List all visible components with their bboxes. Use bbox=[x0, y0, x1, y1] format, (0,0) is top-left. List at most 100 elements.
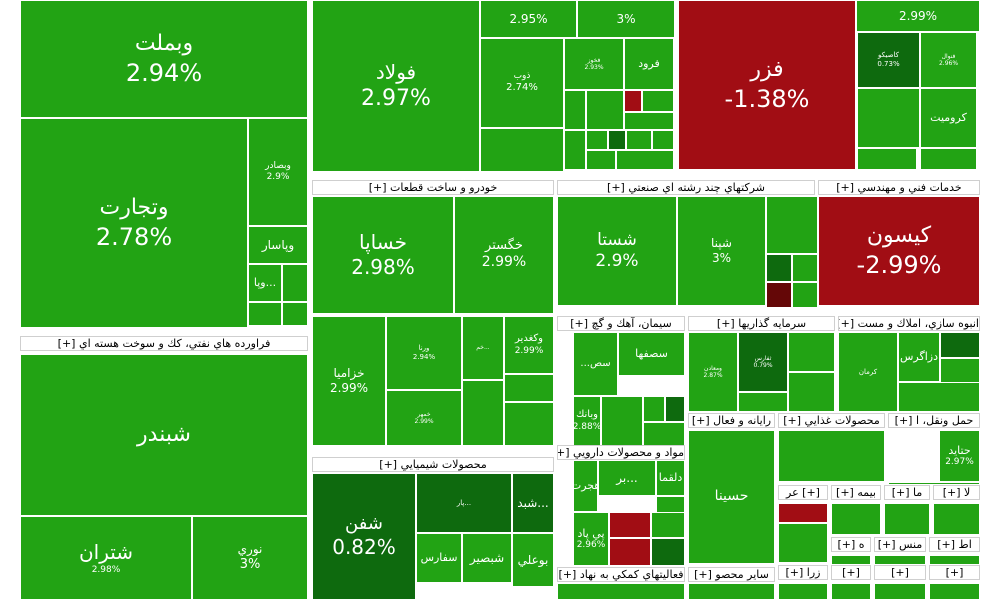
treemap-tile[interactable]: حتايد 2.97% bbox=[939, 430, 980, 482]
sector-header[interactable]: محصولات غذايي [+] bbox=[778, 413, 885, 428]
treemap-tile[interactable]: ومعادن 2.87% bbox=[688, 332, 738, 412]
tile-symbol: ...پار bbox=[456, 498, 472, 507]
sector-header[interactable]: لا [+] bbox=[933, 485, 980, 500]
sector-header[interactable]: [+] bbox=[874, 565, 926, 580]
sector-header[interactable]: سرمايه گذاريها [+] bbox=[688, 316, 835, 331]
treemap-tile[interactable]: شستا 2.9% bbox=[557, 196, 677, 306]
treemap-tile[interactable]: شبندر bbox=[20, 354, 308, 516]
sector-header[interactable]: شركتهاي چند رشته اي صنعتي [+] bbox=[557, 180, 815, 195]
treemap-tile[interactable]: هجرت bbox=[573, 460, 598, 512]
treemap-tile[interactable]: ...شبد bbox=[512, 473, 554, 533]
tile-change: 2.74% bbox=[506, 82, 538, 94]
treemap-tile[interactable]: حسينا bbox=[688, 430, 775, 564]
treemap-tile[interactable]: شپنا 3% bbox=[677, 196, 766, 306]
treemap-tile[interactable]: 3% bbox=[577, 0, 675, 38]
treemap-tile[interactable]: كاصيكو 0.73% bbox=[857, 32, 920, 88]
treemap-tile[interactable]: خگستر 2.99% bbox=[454, 196, 554, 314]
treemap-cell bbox=[624, 90, 642, 112]
treemap-tile[interactable]: 2.99% bbox=[856, 0, 980, 32]
tile-symbol: كرمان bbox=[858, 367, 878, 376]
treemap-tile[interactable]: دلقما bbox=[656, 460, 685, 496]
treemap-cell bbox=[933, 503, 980, 535]
treemap-tile[interactable]: فزر -1.38% bbox=[678, 0, 856, 170]
treemap-tile[interactable]: ثفارس 0.79% bbox=[738, 332, 788, 392]
treemap-cell bbox=[788, 372, 835, 412]
sector-header[interactable]: ما [+] bbox=[884, 485, 930, 500]
tile-symbol: ...وپا bbox=[253, 276, 277, 290]
sector-header[interactable]: [+] bbox=[929, 565, 980, 580]
treemap-tile[interactable]: ...وپا bbox=[248, 264, 282, 302]
tile-symbol: شتران bbox=[78, 539, 134, 564]
sector-header[interactable]: [+] عر bbox=[778, 485, 828, 500]
tile-change: 2.99% bbox=[898, 8, 938, 23]
treemap-tile[interactable]: 2.95% bbox=[480, 0, 577, 38]
tile-symbol: ثفارس bbox=[754, 354, 772, 362]
treemap-tile[interactable]: ...خم bbox=[462, 316, 504, 380]
treemap-tile[interactable]: وتجارت 2.78% bbox=[20, 118, 248, 328]
treemap-tile[interactable]: وبصادر 2.9% bbox=[248, 118, 308, 226]
sector-header[interactable]: انبوه سازي، املاك و مست [+] bbox=[838, 316, 980, 331]
treemap-tile[interactable]: شتران 2.98% bbox=[20, 516, 192, 600]
sector-header[interactable]: مواد و محصولات دارويي [+] bbox=[557, 445, 685, 460]
tile-symbol: كروميت bbox=[930, 111, 967, 125]
treemap-tile[interactable]: فخوز 2.93% bbox=[564, 38, 624, 90]
treemap-tile[interactable]: ...بر bbox=[598, 460, 656, 496]
treemap-tile[interactable]: خمهر 2.99% bbox=[386, 390, 462, 446]
treemap-tile[interactable]: خزاميا 2.99% bbox=[312, 316, 386, 446]
treemap-cell bbox=[929, 583, 980, 600]
treemap-tile[interactable]: بوعلي bbox=[512, 533, 554, 587]
tile-change: 2.93% bbox=[584, 64, 604, 71]
sector-header[interactable]: محصولات شيميايي [+] bbox=[312, 457, 554, 472]
treemap-tile[interactable]: دزاگرس bbox=[898, 332, 940, 382]
sector-header[interactable]: فعاليتهاي كمكي به نهاد [+] bbox=[557, 567, 685, 582]
treemap-tile[interactable]: نوري 3% bbox=[192, 516, 308, 600]
sector-header[interactable]: فراورده هاي نفتي، كك و سوخت هسته اي [+] bbox=[20, 336, 308, 351]
treemap-cell bbox=[504, 402, 554, 446]
treemap-tile[interactable]: ...پار bbox=[416, 473, 512, 533]
treemap-tile[interactable]: سفارس bbox=[416, 533, 462, 583]
treemap-cell bbox=[884, 503, 930, 535]
tile-symbol: وتجارت bbox=[99, 195, 169, 221]
treemap-tile[interactable]: سصفها bbox=[618, 332, 685, 376]
sector-header[interactable]: بيمه [+] bbox=[831, 485, 881, 500]
treemap-cell bbox=[608, 130, 626, 150]
sector-header[interactable]: خدمات فني و مهندسي [+] bbox=[818, 180, 980, 195]
sector-header[interactable]: حمل ونقل، ا [+] bbox=[888, 413, 980, 428]
sector-header[interactable]: سيمان، آهك و گچ [+] bbox=[557, 316, 685, 331]
treemap-tile[interactable]: وبانك 2.88% bbox=[573, 396, 601, 446]
tile-symbol: وبانك bbox=[576, 409, 598, 421]
treemap-tile[interactable]: كيسون -2.99% bbox=[818, 196, 980, 306]
treemap-tile[interactable]: فولاد 2.97% bbox=[312, 0, 480, 172]
sector-header[interactable]: ساير محصو [+] bbox=[688, 567, 775, 582]
treemap-tile[interactable]: پي پاد 2.96% bbox=[573, 512, 609, 566]
sector-header[interactable]: منس [+] bbox=[874, 537, 926, 552]
treemap-tile[interactable]: شفن 0.82% bbox=[312, 473, 416, 600]
treemap-tile[interactable]: كرمان bbox=[838, 332, 898, 412]
treemap-cell bbox=[831, 555, 871, 565]
treemap-tile[interactable]: فنوال 2.96% bbox=[920, 32, 977, 88]
tile-change: 2.99% bbox=[329, 381, 369, 395]
treemap-cell bbox=[504, 374, 554, 402]
treemap-tile[interactable]: شبصير bbox=[462, 533, 512, 583]
sector-header[interactable]: اط [+] bbox=[929, 537, 980, 552]
treemap-tile[interactable]: وبملت 2.94% bbox=[20, 0, 308, 118]
sector-header[interactable]: رايانه و فعال [+] bbox=[688, 413, 775, 428]
treemap-tile[interactable]: خساپا 2.98% bbox=[312, 196, 454, 314]
sector-header[interactable]: خودرو و ساخت قطعات [+] bbox=[312, 180, 554, 195]
sector-header[interactable]: زرا [+] bbox=[778, 565, 828, 580]
treemap-tile[interactable]: ورنا 2.94% bbox=[386, 316, 462, 390]
tile-symbol: فنوال bbox=[941, 52, 956, 60]
tile-symbol: حتايد bbox=[948, 443, 971, 457]
treemap-tile[interactable]: ذوب 2.74% bbox=[480, 38, 564, 128]
treemap-cell bbox=[778, 430, 885, 482]
treemap-cell bbox=[651, 512, 685, 538]
treemap-tile[interactable]: وكغدير 2.99% bbox=[504, 316, 554, 374]
treemap-tile[interactable]: سص... bbox=[573, 332, 618, 396]
tile-symbol: هجرت bbox=[574, 479, 597, 493]
tile-symbol: وبصادر bbox=[265, 160, 291, 171]
sector-header[interactable]: ه [+] bbox=[831, 537, 871, 552]
sector-header[interactable]: [+] bbox=[831, 565, 871, 580]
treemap-tile[interactable]: وپاسار bbox=[248, 226, 308, 264]
treemap-tile[interactable]: فرود bbox=[624, 38, 674, 90]
treemap-tile[interactable]: كروميت bbox=[920, 88, 977, 148]
